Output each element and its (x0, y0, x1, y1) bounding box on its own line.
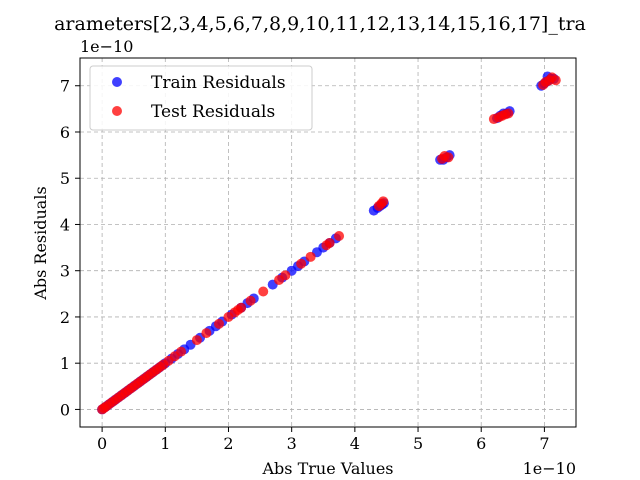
legend-marker-train (112, 77, 122, 87)
test-residual-point (334, 231, 345, 242)
test-residual-point (324, 237, 335, 248)
test-residual-point (236, 302, 247, 313)
series-test (97, 72, 561, 415)
legend: Train Residuals Test Residuals (89, 65, 313, 131)
chart-title: arameters[2,3,4,5,6,7,8,9,10,11,12,13,14… (54, 13, 586, 35)
test-residual-point (378, 196, 389, 207)
y-tick-label: 3 (60, 262, 70, 281)
test-residual-point (305, 251, 316, 262)
x-axis-label: Abs True Values (262, 459, 394, 478)
y-tick-label: 1 (60, 354, 70, 373)
test-residual-point (550, 75, 561, 86)
y-tick-label: 0 (60, 400, 70, 419)
data-points (97, 71, 561, 415)
x-tick-label: 3 (287, 434, 297, 453)
x-offset-label: 1e−10 (523, 459, 576, 478)
test-residual-point (214, 318, 225, 329)
x-tick-label: 7 (539, 434, 549, 453)
legend-label-train: Train Residuals (151, 73, 286, 93)
x-tick-label: 6 (476, 434, 486, 453)
test-residual-point (201, 328, 212, 339)
y-offset-label: 1e−10 (80, 37, 133, 56)
legend-box (89, 65, 313, 131)
test-residual-point (503, 108, 514, 119)
y-tick-label: 6 (60, 123, 70, 142)
y-tick-label: 2 (60, 308, 70, 327)
grid-lines (80, 58, 576, 427)
legend-marker-test (112, 106, 122, 116)
test-residual-point (191, 335, 202, 346)
test-residual-point (443, 152, 454, 163)
test-residual-point (296, 258, 307, 269)
legend-label-test: Test Residuals (151, 102, 275, 122)
y-tick-label: 7 (60, 77, 70, 96)
test-residual-point (176, 346, 187, 357)
test-residual-point (245, 295, 256, 306)
x-tick-label: 0 (97, 434, 107, 453)
x-tick-label: 5 (413, 434, 423, 453)
y-tick-label: 5 (60, 169, 70, 188)
y-tick-label: 4 (60, 215, 70, 234)
test-residual-point (280, 270, 291, 281)
x-tick-label: 1 (160, 434, 170, 453)
y-axis-label: Abs Residuals (31, 186, 50, 300)
y-axis-ticks: 0 1 2 3 4 5 6 7 (60, 77, 80, 419)
x-tick-label: 2 (223, 434, 233, 453)
test-residual-point (258, 286, 269, 297)
x-axis-ticks: 0 1 2 3 4 5 6 7 (97, 427, 550, 453)
plot-area-frame (79, 57, 577, 428)
x-tick-label: 4 (350, 434, 360, 453)
